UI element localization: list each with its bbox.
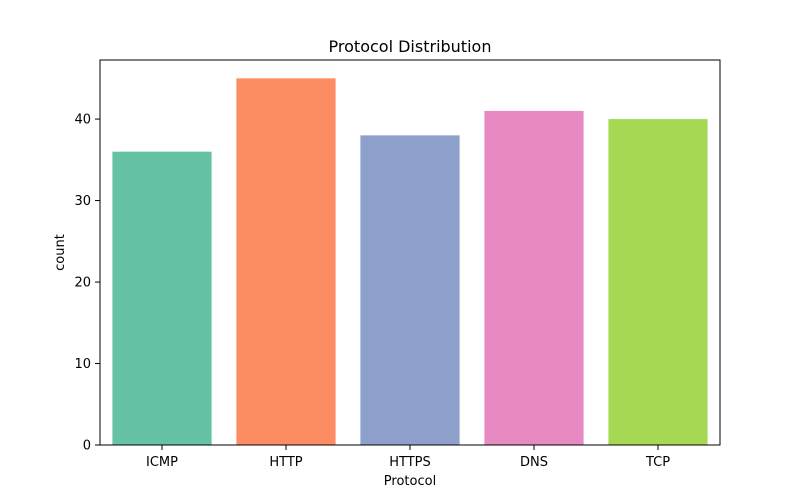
y-axis: 0 10 20 30 40 (74, 113, 100, 454)
y-tick-label: 40 (74, 113, 91, 128)
x-tick-label: HTTP (269, 455, 302, 470)
x-tick-label: ICMP (146, 455, 178, 470)
x-tick-label: DNS (520, 455, 548, 470)
chart-title: Protocol Distribution (329, 37, 492, 56)
y-tick-label: 30 (74, 194, 91, 209)
bar-tcp (608, 119, 708, 446)
y-tick-label: 10 (74, 357, 91, 372)
y-tick-label: 0 (83, 439, 91, 454)
x-axis-label: Protocol (384, 474, 436, 489)
y-tick-label: 20 (74, 276, 91, 291)
bar-icmp (112, 151, 212, 445)
x-tick-label: HTTPS (389, 455, 431, 470)
y-axis-label: count (53, 234, 68, 271)
bar-dns (484, 110, 584, 445)
plot-frame (99, 59, 721, 446)
bars-layer (112, 78, 708, 446)
bar-https (360, 135, 460, 446)
bar-http (236, 78, 336, 445)
x-axis: ICMP HTTP HTTPS DNS TCP (146, 445, 670, 470)
x-tick-label: TCP (645, 455, 670, 470)
